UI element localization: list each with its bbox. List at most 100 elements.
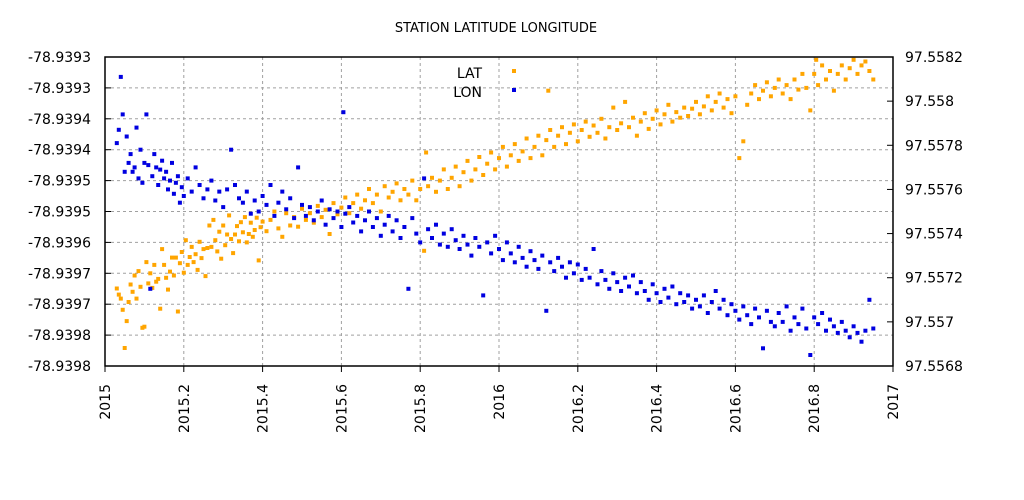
y-left-tick-label: -78.9397 [28, 266, 91, 282]
data-point-lon [156, 183, 161, 187]
data-point-lat [126, 300, 131, 304]
data-point-lon [713, 289, 718, 293]
data-point-lon [434, 222, 438, 227]
data-point-lon [311, 218, 316, 223]
data-point-lon [650, 282, 655, 287]
data-point-lat [378, 209, 383, 214]
data-point-lon [181, 194, 186, 198]
data-point-lon [398, 236, 403, 240]
data-point-lat [179, 250, 184, 254]
data-point-lon [130, 169, 135, 174]
data-point-lat [540, 153, 545, 158]
data-point-lat [516, 158, 521, 163]
data-point-lat [233, 232, 237, 237]
data-point-lon [820, 311, 825, 315]
data-point-lat [382, 184, 387, 189]
data-point-lat [237, 239, 241, 244]
data-point-lon [764, 308, 769, 313]
data-point-lon [835, 330, 840, 335]
data-point-lat [264, 229, 269, 234]
data-point-lon [268, 183, 273, 187]
data-point-lat [465, 158, 470, 163]
data-point-lon [114, 141, 119, 146]
data-point-lon [784, 304, 789, 309]
data-point-lat [615, 128, 620, 132]
data-point-lat [520, 149, 525, 154]
data-point-lon [524, 264, 529, 269]
y-left-tick-label: -78.9394 [28, 143, 91, 159]
data-point-lat [546, 88, 551, 93]
data-point-lon [768, 319, 773, 324]
data-point-lon [225, 187, 230, 192]
data-point-lat [717, 91, 722, 96]
data-point-lat [528, 156, 533, 161]
data-point-lat [733, 94, 738, 99]
data-point-lon [142, 160, 147, 165]
y-left-tick-label: -78.9396 [28, 235, 91, 251]
data-point-lat [240, 230, 245, 235]
data-point-lon [587, 275, 592, 280]
x-tick-label: 2015.2 [177, 384, 193, 433]
data-point-lat [238, 220, 243, 225]
data-point-lon [828, 317, 832, 322]
data-point-lat [307, 211, 312, 216]
data-point-lon [824, 328, 828, 333]
data-point-lat [493, 167, 498, 172]
data-point-lon [485, 240, 490, 245]
data-point-lon [177, 200, 182, 205]
data-point-lon [233, 183, 237, 187]
data-point-lat [623, 99, 628, 104]
data-point-lat [347, 211, 352, 216]
data-point-lon [136, 176, 141, 181]
data-point-lon [792, 315, 797, 320]
y-right-tick-label: 97.5568 [905, 359, 963, 375]
data-point-lat [168, 269, 172, 274]
data-point-lon [528, 249, 533, 254]
data-point-lon [552, 269, 557, 274]
data-point-lat [839, 63, 844, 68]
data-point-lon [229, 147, 234, 152]
data-point-lon [315, 209, 320, 214]
data-point-lat [725, 97, 730, 102]
data-point-lon [461, 233, 466, 238]
plot-frame [104, 56, 894, 367]
data-point-lon [847, 335, 852, 340]
data-point-lon [171, 191, 176, 196]
data-point-lat [343, 195, 348, 200]
data-point-lat [197, 239, 202, 244]
data-point-lat [211, 217, 216, 222]
data-point-lon [607, 286, 612, 291]
data-point-lat [260, 219, 265, 224]
data-point-lon [426, 227, 431, 232]
data-point-lat [737, 156, 742, 161]
data-point-lon [839, 319, 844, 324]
data-point-lon [122, 169, 127, 174]
data-point-lat [784, 83, 789, 88]
data-point-lon [627, 284, 631, 289]
data-point-lat [768, 94, 773, 99]
data-point-lon [367, 209, 371, 214]
data-point-lat [280, 234, 285, 239]
data-point-lat [414, 198, 419, 203]
grid [105, 57, 893, 366]
data-point-lat [426, 184, 431, 189]
data-point-lat [757, 97, 761, 102]
data-point-lat [370, 201, 375, 206]
x-tick-label: 2016.6 [728, 384, 744, 433]
data-point-lon [256, 209, 261, 214]
data-point-lon [749, 322, 754, 327]
y-right-tick-label: 97.558 [905, 94, 954, 110]
data-point-lon [473, 236, 478, 240]
data-point-lon [642, 289, 647, 293]
data-point-lat [215, 249, 220, 254]
data-point-lat [402, 187, 407, 191]
data-point-lon [709, 300, 714, 304]
x-tick-label: 2015.4 [256, 384, 272, 433]
data-point-lon [116, 127, 121, 132]
data-point-lat [398, 198, 403, 203]
y-right-tick-label: 97.5576 [905, 182, 963, 198]
data-point-lat [162, 262, 167, 267]
data-point-lon [166, 187, 170, 192]
data-point-lat [374, 192, 379, 197]
legend-label-lon: LON [453, 85, 482, 101]
